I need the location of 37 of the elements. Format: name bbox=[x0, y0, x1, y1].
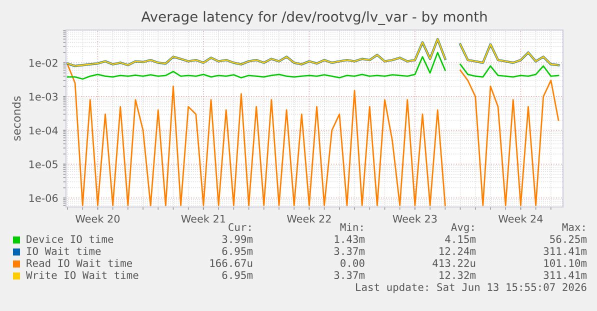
legend-label: Device IO time bbox=[26, 234, 114, 244]
text: 3.37m bbox=[334, 271, 365, 280]
y-tick-label: 1e-04 bbox=[29, 126, 58, 134]
x-tick-label: Week 20 bbox=[76, 214, 120, 223]
x-tick-label: Week 23 bbox=[392, 214, 437, 223]
text: 4.15m bbox=[445, 235, 476, 244]
x-tick-label: Week 22 bbox=[287, 214, 331, 223]
text: 3.37m bbox=[334, 247, 365, 256]
text: 6.95m bbox=[222, 247, 253, 256]
text: 166.67u bbox=[210, 259, 252, 268]
text: Avg: bbox=[451, 223, 474, 234]
text: 56.25m bbox=[550, 235, 587, 244]
y-tick-label: 1e-03 bbox=[29, 92, 58, 101]
y-tick-label: 1e-02 bbox=[29, 58, 58, 67]
text: 101.10m bbox=[544, 259, 587, 268]
text: Last update: Sat Jun 13 15:55:07 2026 bbox=[356, 282, 586, 294]
text: Max: bbox=[562, 223, 584, 232]
text: 1.43m bbox=[334, 235, 365, 244]
text: Min: bbox=[340, 222, 362, 231]
text: 6.95m bbox=[222, 271, 253, 280]
text: 0.00 bbox=[340, 259, 364, 268]
chart-title: Average latency for /dev/rootvg/lv_var - by month bbox=[141, 11, 487, 25]
legend-label: Write IO Wait time bbox=[26, 270, 138, 280]
y-tick-label: 1e-06 bbox=[29, 194, 58, 202]
x-tick-label: Week 24 bbox=[498, 214, 543, 223]
text: 311.41m bbox=[544, 271, 587, 280]
legend-label: Read IO Wait time bbox=[26, 258, 132, 268]
text: 12.24m bbox=[440, 247, 476, 255]
y-tick-label: 1e-05 bbox=[29, 160, 58, 168]
text: 3.99m bbox=[222, 235, 253, 244]
legend-label: IO Wait time bbox=[27, 246, 101, 256]
text: 311.41m bbox=[544, 247, 587, 256]
text: 413.22u bbox=[432, 259, 476, 268]
y-axis-title: seconds bbox=[12, 96, 21, 141]
text: Cur: bbox=[228, 223, 250, 232]
x-tick-label: Week 21 bbox=[181, 214, 226, 223]
text: 12.32m bbox=[440, 271, 476, 280]
